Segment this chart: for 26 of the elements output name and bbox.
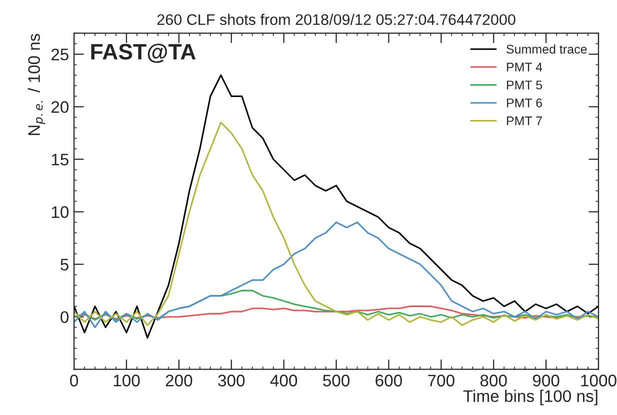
x-axis-title: Time bins [100 ns]: [463, 390, 598, 406]
x-tick-label: 1000: [581, 374, 616, 386]
y-tick-label: 15: [52, 154, 68, 166]
x-tick-label: 300: [218, 374, 245, 386]
x-tick-label: 900: [532, 374, 560, 386]
x-tick-label: 400: [270, 374, 298, 386]
x-tick-label: 600: [376, 374, 402, 386]
legend-label: PMT 4: [506, 62, 542, 72]
x-tick-label: 200: [166, 374, 192, 386]
y-tick-label: 25: [51, 48, 68, 60]
legend-label: PMT 7: [506, 116, 542, 126]
x-tick-label: 800: [480, 374, 507, 386]
annotation: FAST@TA: [91, 44, 196, 63]
x-tick-label: 0: [70, 374, 78, 386]
y-tick-label: 20: [51, 101, 69, 113]
legend-label: PMT 5: [506, 80, 542, 90]
x-tick-label: 100: [114, 374, 140, 386]
x-tick-label: 700: [428, 374, 454, 386]
y-tick-label: 10: [52, 206, 69, 218]
y-tick-label: 5: [60, 258, 68, 271]
chart-title: 260 CLF shots from 2018/09/12 05:27:04.764472000: [157, 14, 516, 26]
legend-label: PMT 6: [506, 98, 542, 108]
y-axis-title: N$_{p.e.}$ / 100 ns: [28, 34, 45, 135]
legend-label: Summed trace: [506, 44, 587, 54]
y-tick-label: 0: [60, 311, 69, 324]
x-tick-label: 500: [323, 374, 350, 386]
